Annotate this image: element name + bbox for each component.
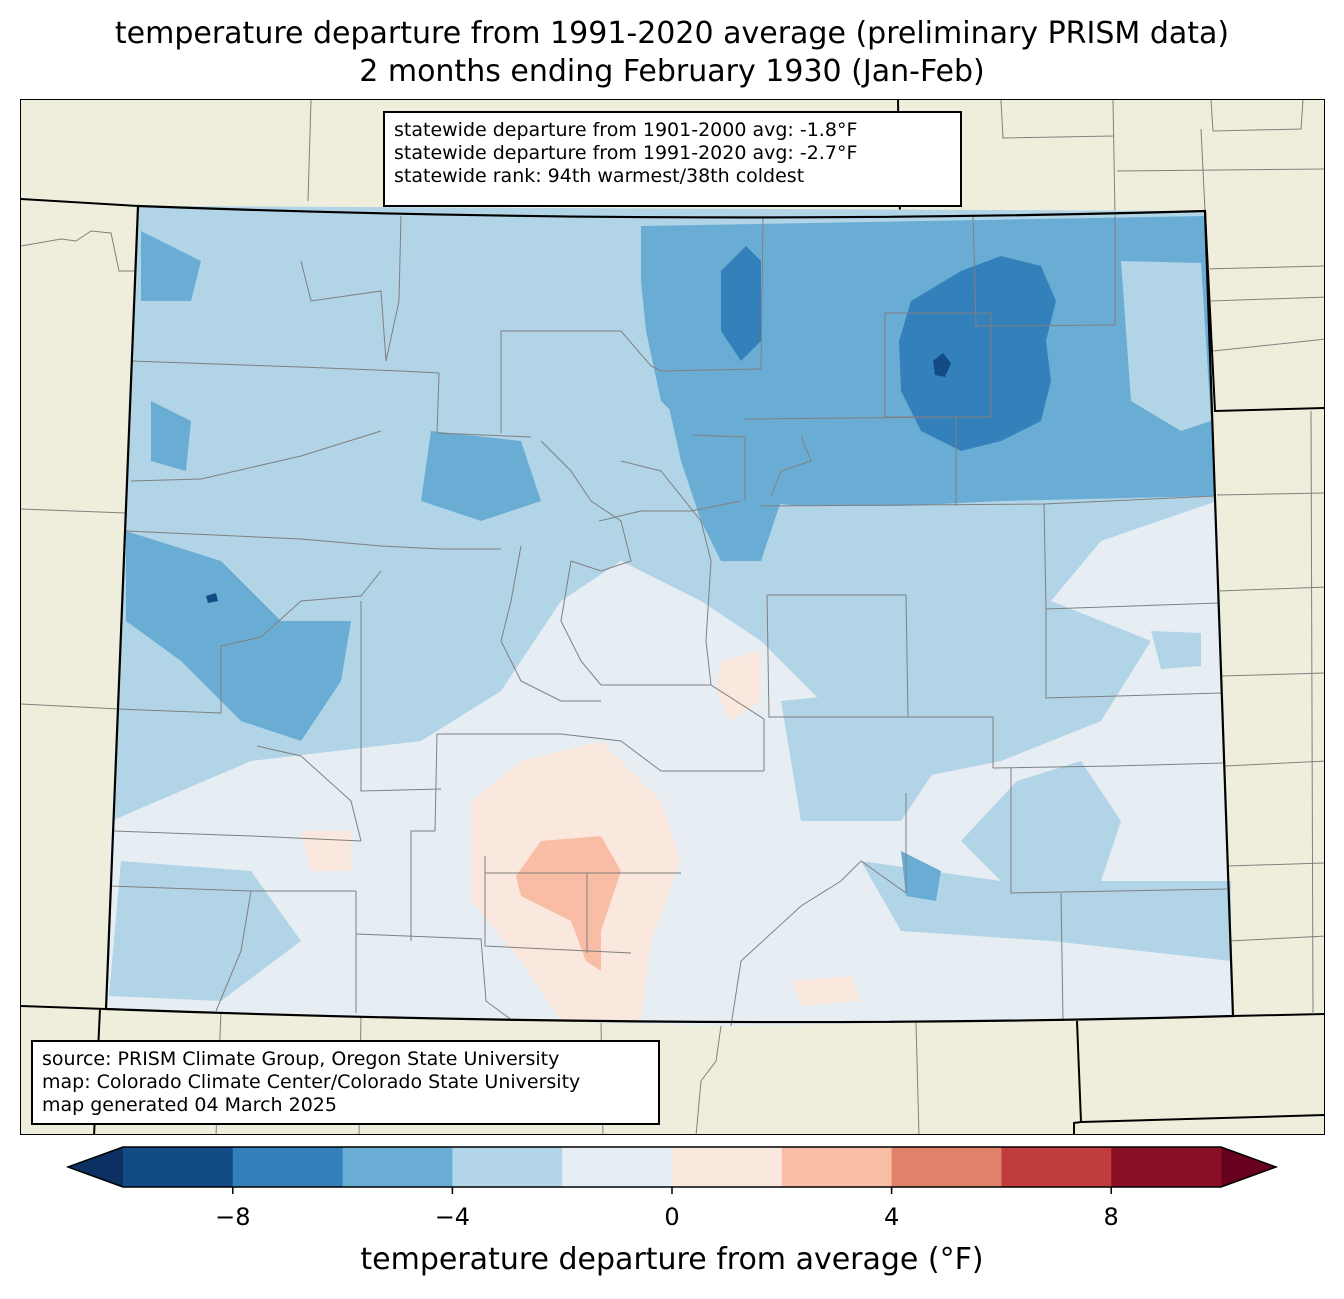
- colorbar-extend-low: [68, 1147, 123, 1187]
- colorbar-bin-4: [562, 1147, 673, 1187]
- credits-box: source: PRISM Climate Group, Oregon Stat…: [31, 1040, 660, 1125]
- colorbar-bin-0: [123, 1147, 234, 1187]
- colorbar-bin-7: [891, 1147, 1002, 1187]
- colorbar-bin-1: [232, 1147, 344, 1187]
- colorbar-bin-3: [452, 1147, 563, 1187]
- colorado-temperature-map: [21, 100, 1324, 1134]
- colorbar-bin-8: [1001, 1147, 1112, 1187]
- colorbar-label: temperature departure from average (°F): [360, 1242, 984, 1277]
- temperature-contours: [106, 206, 1233, 1026]
- credit-generated: map generated 04 March 2025: [42, 1094, 337, 1116]
- map-panel[interactable]: [20, 99, 1325, 1135]
- colorbar-bin-2: [342, 1147, 453, 1187]
- colorbar-bin-5: [672, 1147, 783, 1187]
- credit-source: source: PRISM Climate Group, Oregon Stat…: [42, 1048, 560, 1070]
- map-title: temperature departure from 1991-2020 ave…: [114, 16, 1230, 51]
- departure-1991-2020: statewide departure from 1991-2020 avg: …: [394, 142, 858, 164]
- colorbar-tick-label: 4: [883, 1203, 900, 1231]
- credit-map: map: Colorado Climate Center/Colorado St…: [42, 1071, 581, 1093]
- colorbar-bin-9: [1111, 1147, 1222, 1187]
- statewide-rank: statewide rank: 94th warmest/38th coldes…: [394, 165, 805, 187]
- colorbar-tick-label: 8: [1103, 1203, 1119, 1231]
- map-subtitle: 2 months ending February 1930 (Jan-Feb): [359, 54, 985, 89]
- colorbar-tick-label: −8: [215, 1203, 251, 1231]
- colorbar: [65, 1146, 1279, 1194]
- colorbar-extend-high: [1221, 1147, 1276, 1187]
- departure-1901-2000: statewide departure from 1901-2000 avg: …: [394, 119, 858, 141]
- colorbar-outline: [65, 1146, 1279, 1188]
- colorbar-tick-label: 0: [664, 1203, 680, 1231]
- colorado-border: [104, 204, 1235, 1024]
- statewide-stats-box: statewide departure from 1901-2000 avg: …: [383, 111, 962, 207]
- county-lines: [110, 215, 1228, 1027]
- colorbar-tick-label: −4: [434, 1203, 471, 1231]
- colorbar-bin-6: [781, 1147, 893, 1187]
